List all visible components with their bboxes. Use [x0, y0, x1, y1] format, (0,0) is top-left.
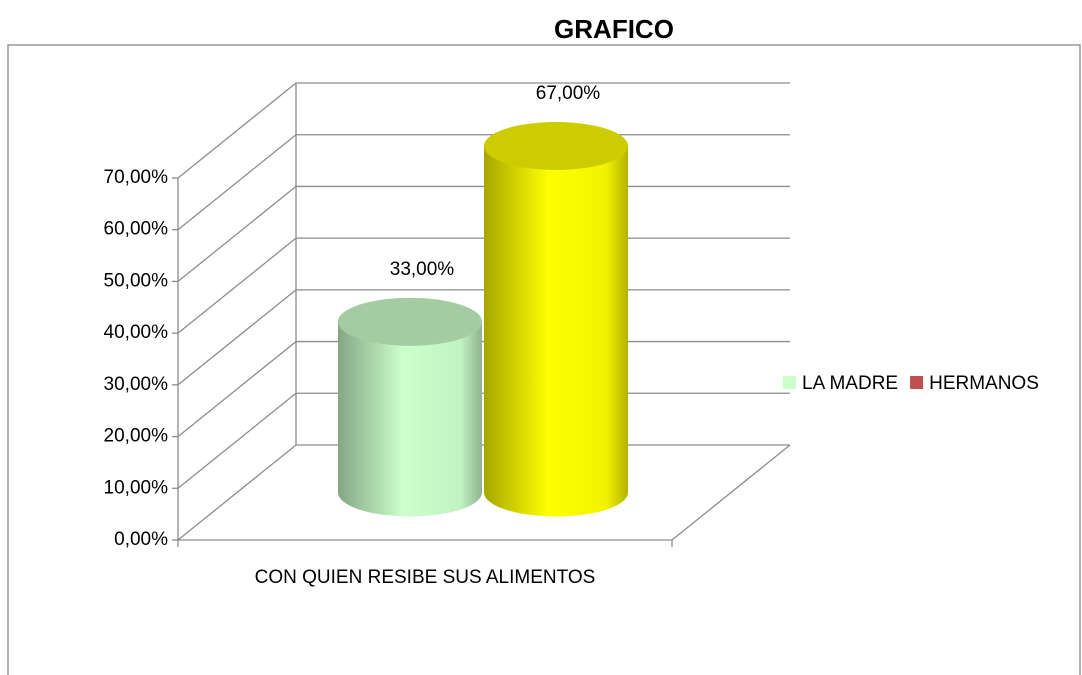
legend-label: HERMANOS: [929, 373, 1039, 394]
y-tick-label: 30,00%: [104, 374, 169, 395]
x-tick-label: CON QUIEN RESIBE SUS ALIMENTOS: [255, 567, 596, 588]
grid-line: [177, 341, 297, 438]
grid-line: [177, 289, 297, 386]
grid-line: [177, 392, 297, 489]
y-tick-label: 50,00%: [104, 270, 169, 291]
cylinder-top: [338, 297, 482, 346]
y-tick-label: 60,00%: [104, 219, 169, 240]
y-tick-label: 0,00%: [114, 529, 168, 550]
grid-line: [177, 444, 297, 541]
y-tick-label: 40,00%: [104, 322, 169, 343]
cylinder-top-shade: [484, 122, 628, 171]
chart-title: GRAFICO: [554, 14, 674, 44]
legend-label: LA MADRE: [802, 373, 898, 394]
data-label: 67,00%: [536, 83, 601, 104]
y-tick-label: 70,00%: [104, 167, 169, 188]
cylinder-shade: [338, 297, 482, 517]
cylinder-top: [484, 122, 628, 171]
grid-line: [177, 82, 297, 179]
grid-line: [177, 134, 297, 231]
data-label: 33,00%: [390, 259, 455, 280]
cylinder-shade: [484, 122, 628, 517]
legend-swatch: [783, 376, 796, 389]
y-tick-label: 10,00%: [104, 477, 169, 498]
y-tick-label: 20,00%: [104, 426, 169, 447]
grid-line: [177, 237, 297, 334]
cylinder-top-shade: [338, 297, 482, 346]
grid-line: [177, 185, 297, 282]
floor-edge: [671, 444, 791, 541]
legend-swatch: [910, 376, 924, 389]
